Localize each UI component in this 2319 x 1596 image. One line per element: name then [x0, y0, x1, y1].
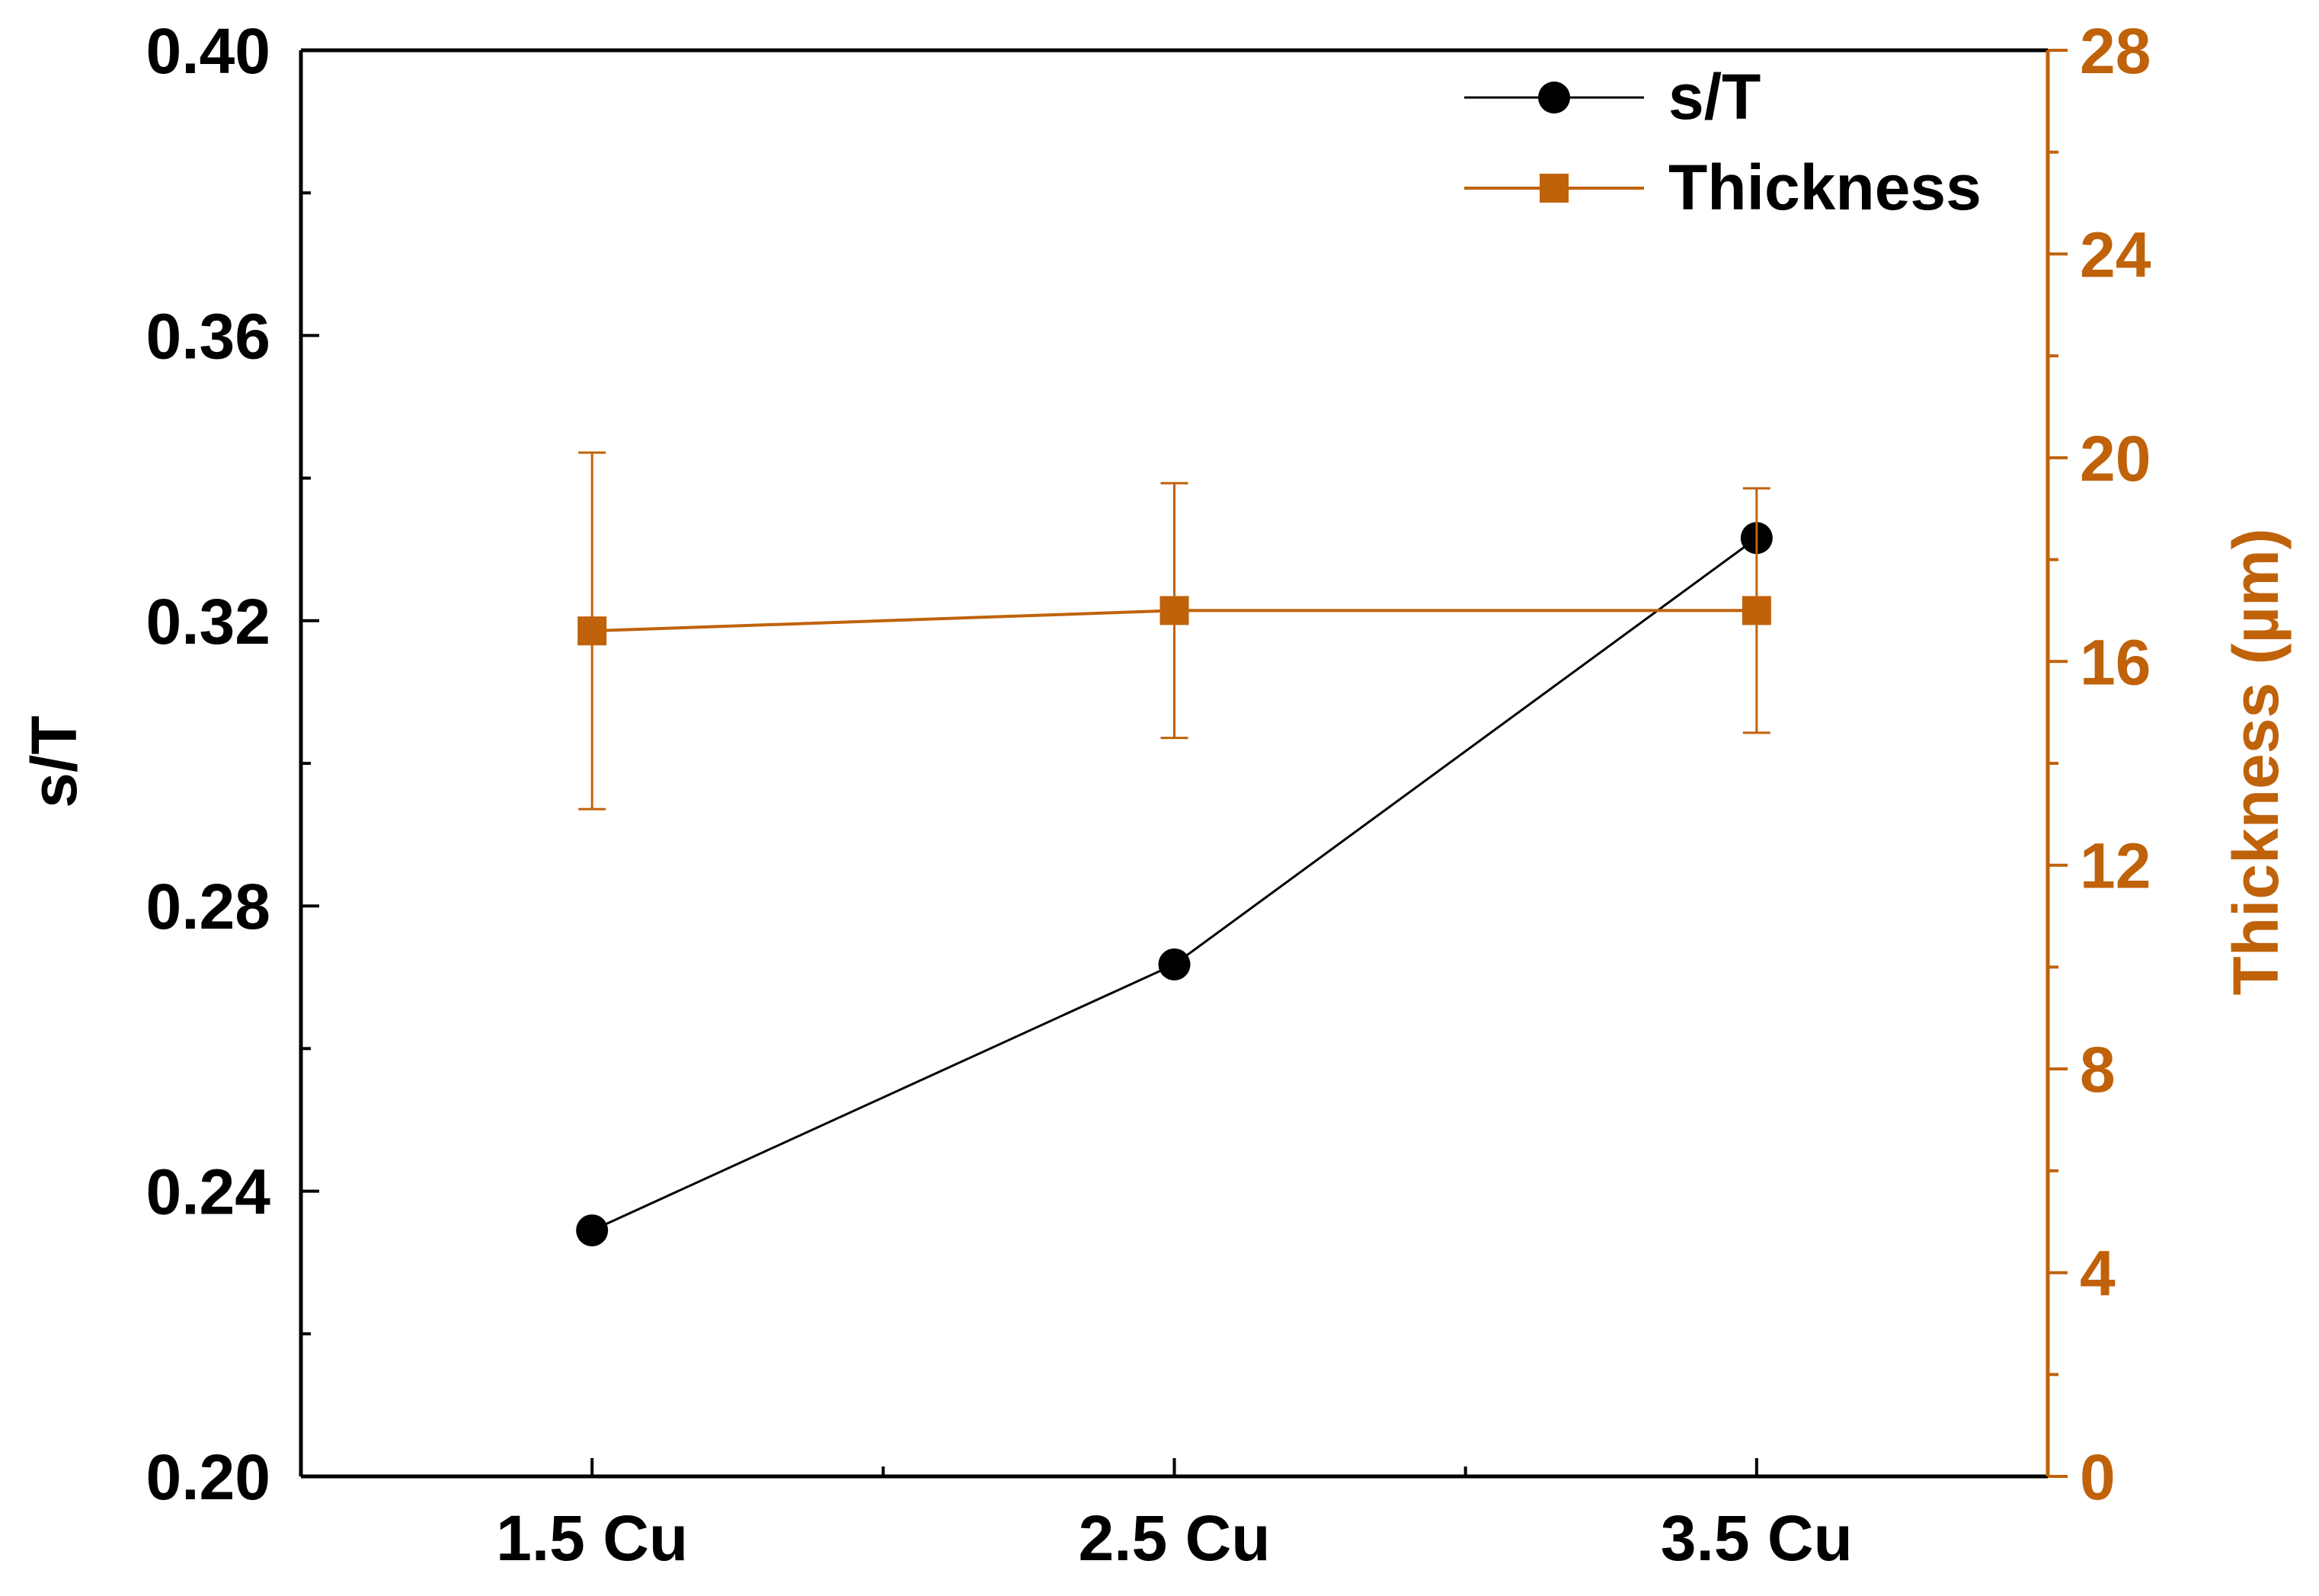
- right-tick-label: 16: [2080, 626, 2151, 698]
- left-y-axis: 0.20 0.24 0.28 0.32 0.36 0.40: [146, 15, 319, 1513]
- x-tick-label: 3.5 Cu: [1661, 1502, 1853, 1574]
- legend: s/T Thickness: [1464, 61, 1982, 223]
- right-tick-label: 0: [2080, 1441, 2116, 1513]
- series-layer: [576, 451, 1773, 1247]
- right-axis-title: Thickness (µm): [2220, 528, 2292, 995]
- legend-st-marker: [1538, 82, 1570, 114]
- st-point: [1158, 948, 1191, 980]
- thickness-point: [1742, 596, 1771, 625]
- legend-thickness-label: Thickness: [1668, 152, 1982, 223]
- legend-thickness-marker: [1540, 174, 1569, 203]
- left-tick-label: 0.40: [146, 15, 271, 87]
- left-tick-label: 0.28: [146, 871, 271, 942]
- x-axis: 1.5 Cu 2.5 Cu 3.5 Cu: [496, 1458, 1853, 1574]
- x-tick-label: 2.5 Cu: [1078, 1502, 1270, 1574]
- right-tick-label: 28: [2080, 15, 2151, 87]
- right-y-axis: 0 4 8 12 16 20 24 28: [2048, 15, 2151, 1513]
- left-tick-label: 0.20: [146, 1441, 271, 1513]
- thickness-point: [1160, 596, 1189, 625]
- left-tick-label: 0.36: [146, 300, 271, 372]
- right-tick-label: 24: [2080, 219, 2151, 290]
- right-tick-label: 12: [2080, 830, 2151, 902]
- right-tick-label: 4: [2080, 1238, 2116, 1310]
- plot-frame: [299, 48, 2050, 1479]
- thickness-point: [577, 616, 607, 646]
- legend-st-label: s/T: [1668, 61, 1761, 133]
- right-tick-label: 8: [2080, 1034, 2116, 1105]
- right-tick-label: 20: [2080, 423, 2151, 494]
- left-tick-label: 0.24: [146, 1156, 271, 1228]
- x-tick-label: 1.5 Cu: [496, 1502, 688, 1574]
- left-axis-title: s/T: [18, 715, 90, 808]
- st-point: [576, 1214, 609, 1247]
- left-tick-label: 0.32: [146, 586, 271, 657]
